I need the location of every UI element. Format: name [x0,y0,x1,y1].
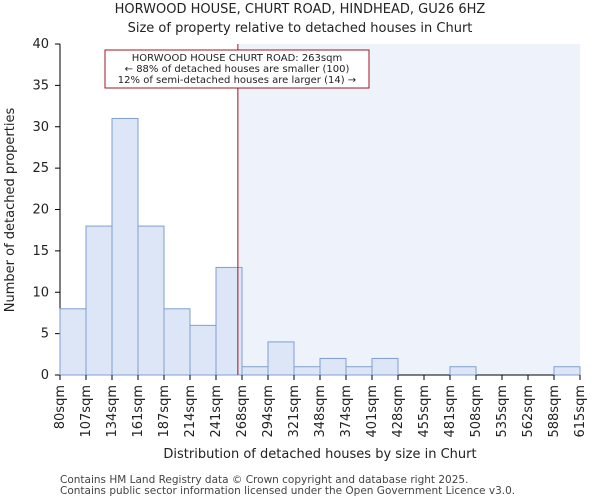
y-tick-label: 0 [41,368,49,383]
x-tick-label: 268sqm [235,385,250,438]
x-tick-label: 588sqm [547,385,562,438]
y-tick-label: 30 [32,120,49,135]
bar [371,357,399,376]
x-tick-label: 348sqm [313,385,328,438]
x-tick-label: 214sqm [183,385,198,438]
y-tick-label: 35 [32,78,49,93]
bar [189,324,217,376]
x-tick-label: 481sqm [443,385,458,438]
bar [241,366,269,376]
chart-title: HORWOOD HOUSE, CHURT ROAD, HINDHEAD, GU2… [115,2,486,17]
bar [293,366,321,376]
y-tick-label: 10 [32,285,49,300]
x-tick-label: 535sqm [495,385,510,438]
x-tick-label: 615sqm [573,385,588,438]
highlight-region [237,44,581,375]
annotation-line-1: HORWOOD HOUSE CHURT ROAD: 263sqm [132,53,342,64]
x-tick-label: 134sqm [105,385,120,438]
y-tick-label: 5 [41,327,49,342]
footer-line-2: Contains public sector information licen… [60,485,516,497]
y-tick-label: 40 [32,37,49,52]
x-tick-label: 401sqm [365,385,380,438]
x-tick-label: 294sqm [261,385,276,438]
bar [345,366,373,376]
x-tick-label: 321sqm [287,385,302,438]
y-tick-label: 25 [32,161,49,176]
x-tick-label: 107sqm [79,385,94,438]
bar [449,366,477,376]
annotation-line-2: ← 88% of detached houses are smaller (10… [125,64,350,75]
plot-area: 0 5 10 15 20 25 30 35 40 80sqm 107sqm 134sqm 161sqm 1… [32,37,588,438]
bar [163,308,191,376]
bar [111,117,139,376]
y-axis-label: Number of detached properties [3,108,18,313]
x-tick-label: 455sqm [417,385,432,438]
bar [137,225,165,376]
bar [59,308,87,376]
chart-subtitle: Size of property relative to detached ho… [128,21,473,36]
bar [553,366,581,376]
x-tick-label: 241sqm [209,385,224,438]
x-tick-label: 562sqm [521,385,536,438]
x-tick-label: 80sqm [53,385,68,429]
x-tick-label: 161sqm [131,385,146,438]
x-tick-label: 374sqm [339,385,354,438]
footer-line-1: Contains HM Land Registry data © Crown c… [60,474,469,486]
bar [267,341,295,376]
y-tick-label: 15 [32,244,49,259]
annotation-line-3: 12% of semi-detached houses are larger (… [118,75,356,86]
annotation-box [104,49,370,89]
x-axis-label: Distribution of detached houses by size … [163,447,476,462]
x-tick-label: 428sqm [391,385,406,438]
y-tick-label: 20 [32,203,49,218]
bar [85,225,113,376]
bar [319,357,347,376]
x-tick-label: 508sqm [469,385,484,438]
x-tick-label: 187sqm [157,385,172,438]
